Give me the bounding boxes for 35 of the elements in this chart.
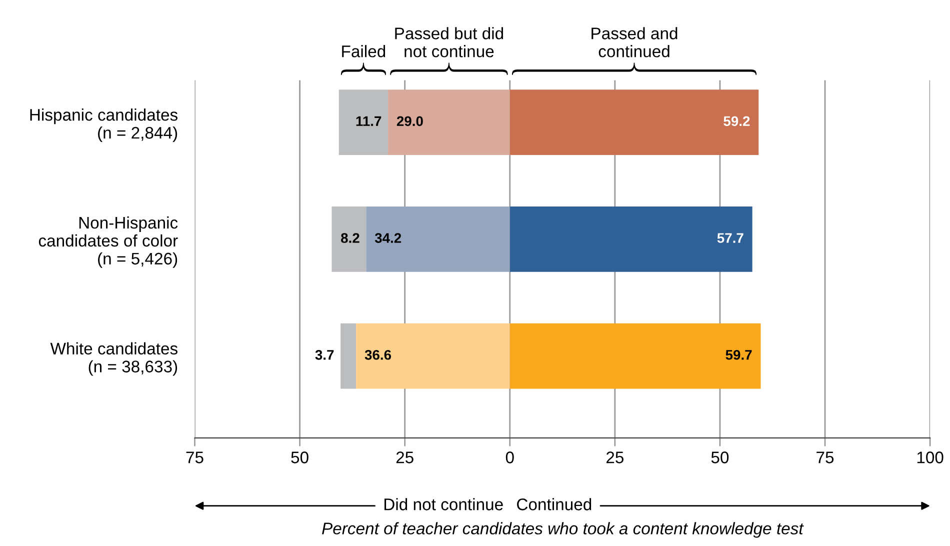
data-label: 59.2 [724,116,750,126]
data-label: 3.7 [315,350,334,360]
data-label: 29.0 [396,116,423,126]
x-axis-title: Percent of teacher candidates who took a content knowledge test [322,522,804,538]
bar [388,90,510,156]
bar [338,90,388,156]
x-tick-label: 50 [711,452,729,464]
y-tick-label: White candidates (n = 38,633) [50,342,178,376]
data-label: 34.2 [374,233,402,243]
x-tick-label: 75 [186,452,204,464]
text: Continued [517,498,592,510]
bar [356,323,510,389]
data-label: 11.7 [356,116,382,126]
bar [340,323,356,389]
series-label: Passed but did not continue [395,27,504,58]
text: Did not continue [384,498,503,510]
bar [366,206,510,272]
bar [332,206,366,272]
x-tick-label: 50 [291,452,308,464]
data-label: 59.7 [726,350,752,360]
bar [510,90,759,156]
bar [510,323,761,389]
data-label: 36.6 [364,350,392,360]
y-tick-label: Non-Hispanic candidates of color (n = 5,426) [38,216,178,268]
data-label: 57.7 [717,233,744,243]
series-label: Failed [342,45,386,58]
x-tick-label: 25 [606,452,624,464]
y-tick-label: Hispanic candidates (n = 2,844) [30,108,178,142]
x-tick-label: 100 [917,452,944,464]
x-tick-label: 75 [816,452,834,464]
x-tick-label: 25 [396,452,414,464]
data-label: 8.2 [341,233,360,243]
bar [510,206,752,272]
x-tick-label: 0 [506,452,514,464]
series-label: Passed and continued [592,27,678,58]
